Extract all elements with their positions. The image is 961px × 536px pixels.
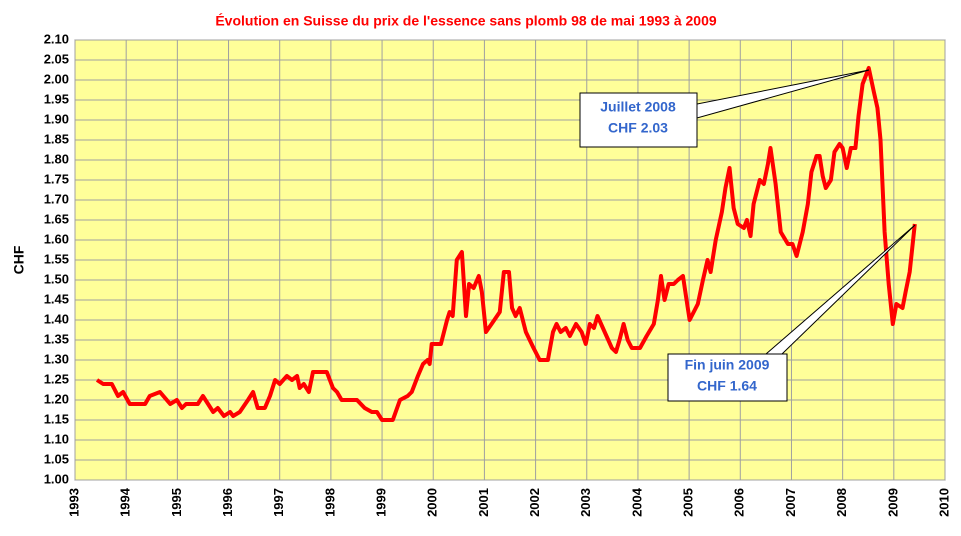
x-tick-label: 1994 — [118, 487, 133, 517]
x-tick-label: 2001 — [476, 488, 491, 517]
y-axis-label: CHF — [11, 245, 27, 274]
y-tick-label: 1.25 — [44, 371, 69, 386]
y-tick-label: 1.70 — [44, 191, 69, 206]
x-tick-label: 1996 — [220, 488, 235, 517]
x-tick-label: 2008 — [834, 488, 849, 517]
y-tick-label: 1.45 — [44, 291, 69, 306]
annotation-text: Juillet 2008 — [600, 99, 676, 115]
y-tick-label: 1.40 — [44, 311, 69, 326]
x-tick-label: 2007 — [783, 488, 798, 517]
x-tick-label: 1999 — [373, 488, 388, 517]
annotation-text: CHF 1.64 — [697, 378, 757, 394]
x-tick-label: 1995 — [169, 488, 184, 517]
x-tick-label: 2003 — [578, 488, 593, 517]
y-tick-label: 2.05 — [44, 51, 69, 66]
marks: 1.00 1.05 1.10 1.15 1.20 1.25 1.30 1.35 1.40 1.45… — [44, 31, 952, 516]
y-tick-label: 1.95 — [44, 91, 69, 106]
x-tick-label: 2002 — [527, 488, 542, 517]
y-tick-label: 1.30 — [44, 351, 69, 366]
annotation-box — [579, 92, 698, 148]
x-tick-label: 2000 — [425, 488, 440, 517]
y-tick-label: 1.55 — [44, 251, 69, 266]
y-tick-label: 1.15 — [44, 411, 69, 426]
chart-title: Évolution en Suisse du prix de l'essence… — [215, 13, 717, 29]
y-tick-label: 1.35 — [44, 331, 69, 346]
x-tick-label: 2004 — [629, 487, 644, 517]
y-tick-label: 1.65 — [44, 211, 69, 226]
y-tick-label: 1.85 — [44, 131, 69, 146]
price-line — [95, 66, 917, 422]
x-tick-label: 2009 — [885, 488, 900, 517]
y-tick-label: 1.80 — [44, 151, 69, 166]
x-tick-label: 1997 — [271, 488, 286, 517]
y-tick-label: 2.00 — [44, 71, 69, 86]
y-tick-label: 1.10 — [44, 431, 69, 446]
x-tick-label: 2006 — [732, 488, 747, 517]
x-tick-label: 1993 — [66, 488, 81, 517]
y-tick-label: 1.20 — [44, 391, 69, 406]
annotation-box — [667, 353, 788, 402]
y-tick-label: 1.60 — [44, 231, 69, 246]
x-tick-label: 2005 — [681, 488, 696, 517]
x-tick-label: 2010 — [936, 488, 951, 517]
y-tick-label: 1.00 — [44, 471, 69, 486]
x-tick-label: 1998 — [322, 488, 337, 517]
y-tick-label: 1.90 — [44, 111, 69, 126]
y-tick-label: 1.05 — [44, 451, 69, 466]
y-tick-label: 1.75 — [44, 171, 69, 186]
annotation-text: CHF 2.03 — [608, 120, 668, 136]
annotation-text: Fin juin 2009 — [685, 357, 770, 373]
y-tick-label: 1.50 — [44, 271, 69, 286]
y-tick-label: 2.10 — [44, 31, 69, 46]
